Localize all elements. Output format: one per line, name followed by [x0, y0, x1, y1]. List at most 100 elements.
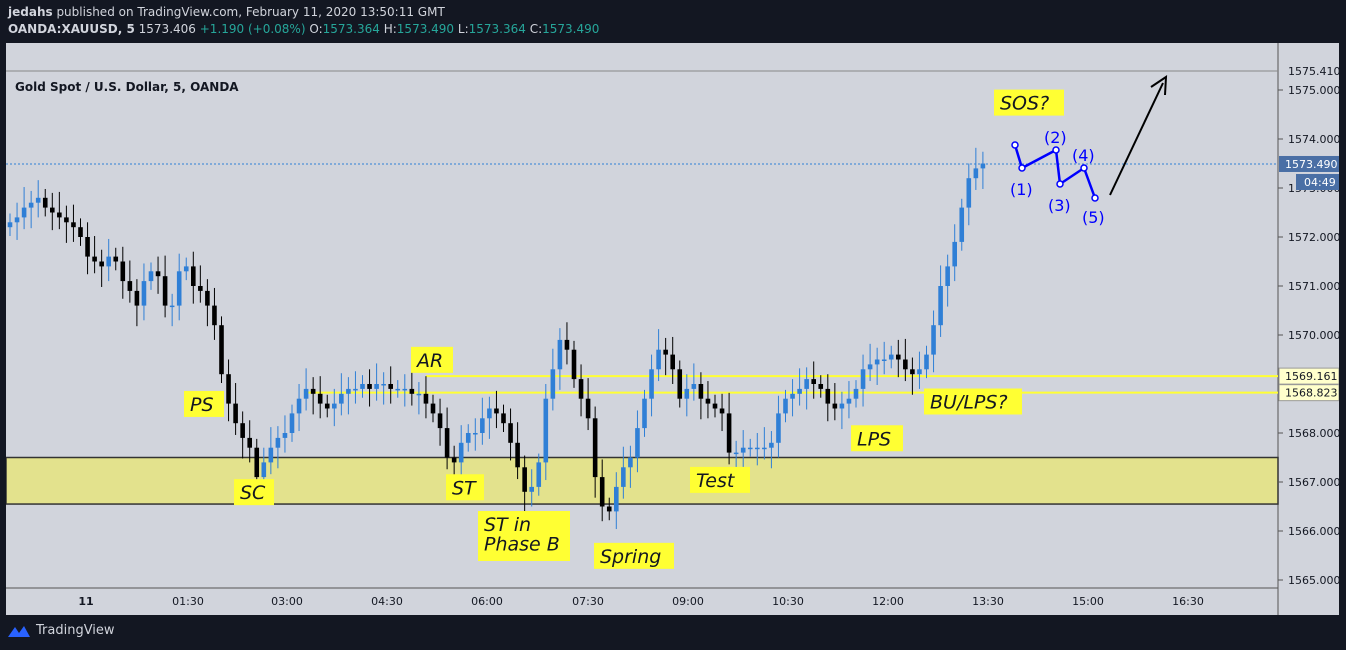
candle-body [275, 437, 281, 448]
y-tick-label: 1566.000 [1288, 525, 1339, 538]
candle-body [839, 403, 845, 409]
x-tick-label: 01:30 [172, 595, 204, 608]
candle-body [388, 384, 393, 389]
elliott-wave-projection: (1) (2) (3) (4) (5) [1010, 128, 1105, 227]
high-value: 1573.490 [396, 22, 455, 36]
annotation-label: SC [240, 482, 266, 504]
wave-node [1091, 194, 1099, 202]
candle-body [945, 266, 950, 286]
wave-node [1011, 141, 1019, 149]
candle-body [42, 197, 48, 208]
annotation-box [184, 390, 224, 417]
candle-body [585, 398, 591, 419]
candle-body [571, 349, 577, 380]
y-tick-label: 1574.000 [1288, 133, 1339, 146]
candle-body [846, 398, 852, 404]
candle-body [804, 379, 809, 389]
candle-body [268, 447, 274, 463]
candle-body [381, 384, 386, 386]
candle-body [578, 379, 584, 399]
price-tag-box [1279, 155, 1339, 172]
annotation-label: LPS [857, 428, 891, 450]
candle-body [169, 305, 175, 308]
x-tick-label: 13:30 [972, 595, 1004, 608]
candle-body [402, 388, 408, 391]
candle-body [621, 467, 626, 487]
candle-body [881, 359, 887, 361]
low-value: 1573.364 [468, 22, 526, 36]
time-axis[interactable]: 11 01:30 03:00 04:30 06:00 07:30 09:00 10:30 12:… [78, 595, 1204, 608]
candle-body [811, 379, 816, 384]
publisher-name[interactable]: jedahs [8, 5, 53, 19]
candle-body [317, 393, 323, 404]
tradingview-logo[interactable]: TradingView [8, 623, 115, 638]
annotation-label: ST [452, 477, 477, 499]
annotation-label: PS [190, 394, 214, 416]
footer-bar: TradingView [0, 615, 1346, 650]
candle-body [437, 413, 443, 429]
candle-body [670, 354, 675, 370]
candle-body [310, 388, 316, 394]
candle-body [952, 241, 957, 267]
annotation-box [994, 89, 1064, 116]
candle-body [85, 237, 90, 257]
candle-body [57, 212, 62, 218]
y-tick-label: 1575.000 [1288, 84, 1339, 97]
annotation-box [851, 425, 903, 452]
wave-node [1018, 164, 1026, 172]
candle-body [733, 452, 739, 455]
candle-body [346, 388, 351, 394]
annotation-label: Test [696, 470, 736, 492]
candle-body [205, 290, 210, 306]
price-change: +1.190 (+0.08%) [199, 22, 306, 36]
candle-body [924, 354, 929, 370]
candle-body [649, 369, 654, 399]
arrow-head-icon [1150, 75, 1168, 96]
annotation-label: BU/LPS? [930, 392, 1008, 414]
candle-body [50, 207, 55, 213]
chart-title: Gold Spot / U.S. Dollar, 5, OANDA [15, 80, 239, 94]
candle-body [21, 207, 27, 218]
wave-node [1052, 146, 1060, 154]
candle-body [628, 457, 633, 468]
candle-body [64, 217, 69, 223]
candle-body [254, 447, 260, 478]
annotation-box [594, 542, 674, 569]
candle-body [783, 398, 788, 414]
candle-body [28, 202, 34, 208]
candle-body [938, 286, 943, 326]
candle-body [691, 384, 697, 389]
candle-body [487, 408, 492, 419]
candle-body [726, 413, 732, 453]
y-tick-label: 1572.000 [1288, 231, 1339, 244]
candle-body [141, 281, 147, 306]
x-tick-label: 03:00 [271, 595, 303, 608]
publication-header: jedahs published on TradingView.com, Feb… [0, 0, 1346, 42]
candle-body [324, 403, 330, 409]
candle-body [501, 413, 506, 424]
x-tick-label: 06:00 [471, 595, 503, 608]
candle-body [7, 222, 13, 228]
candle-body [917, 369, 922, 375]
candle-body [776, 413, 781, 443]
candle-body [14, 217, 20, 223]
price-tag-text: 1568.823 [1285, 387, 1338, 400]
resistance-levels [306, 375, 1278, 394]
candle-body [769, 442, 774, 448]
candle-body [980, 163, 986, 169]
candle-body [444, 428, 450, 458]
x-tick-label: 11 [78, 595, 93, 608]
candle-body [191, 266, 196, 286]
candle-body [183, 266, 189, 272]
candle-body [395, 388, 401, 391]
candle-body [635, 428, 640, 458]
x-tick-label: 07:30 [572, 595, 604, 608]
chart-area[interactable]: PS SC AR ST ST in Phase B Spring Test LPS BU/LPS?… [6, 43, 1339, 615]
candle-body [289, 413, 295, 433]
candle-body [106, 256, 111, 267]
candle-body [684, 388, 690, 399]
candle-body [740, 447, 746, 453]
candle-body [903, 359, 908, 370]
